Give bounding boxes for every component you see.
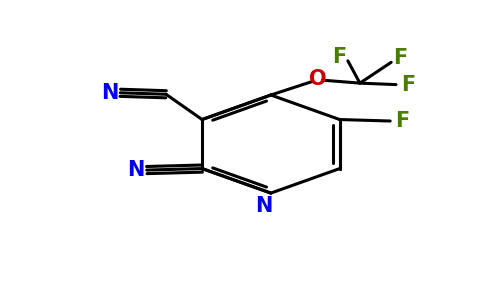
Text: O: O — [309, 69, 326, 89]
Text: N: N — [127, 160, 145, 180]
Text: N: N — [255, 196, 272, 217]
Text: F: F — [393, 49, 407, 68]
Text: F: F — [332, 47, 347, 67]
Text: F: F — [401, 75, 415, 94]
Text: N: N — [101, 83, 119, 103]
Text: F: F — [395, 111, 409, 131]
